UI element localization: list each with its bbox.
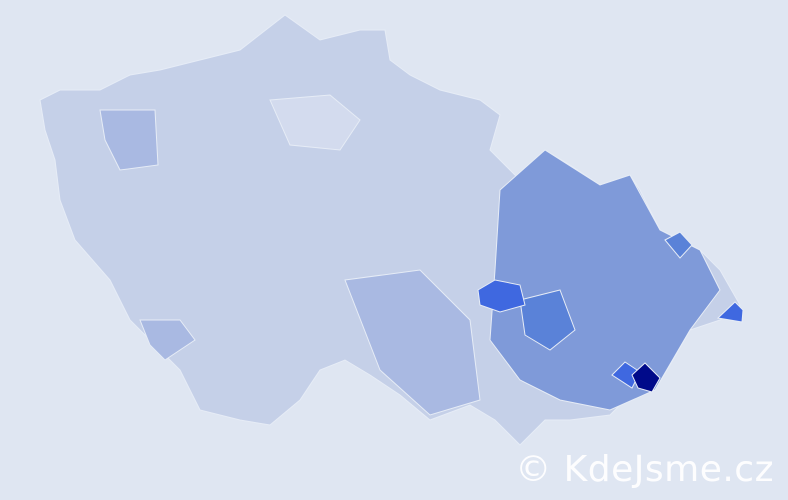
region-central-moravia [519, 289, 576, 351]
region-south-bohemia [344, 269, 481, 416]
region-darkest [631, 362, 661, 393]
region-east-tip [716, 301, 744, 323]
watermark-logo: © KdeJsme.cz [515, 449, 774, 490]
region-moravia [489, 149, 721, 411]
region-northeast [664, 231, 693, 259]
region-central-light [269, 94, 361, 151]
region-southwest [139, 319, 196, 361]
region-brno [477, 279, 526, 313]
region-west [99, 109, 159, 171]
